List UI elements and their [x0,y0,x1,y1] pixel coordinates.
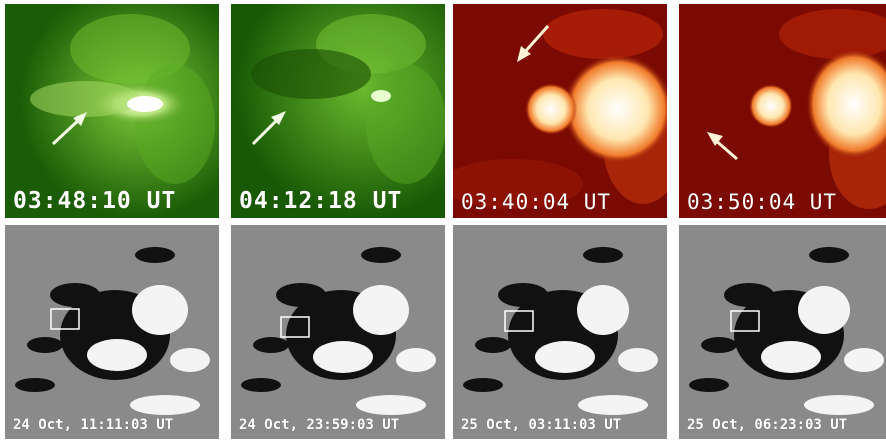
magnetogram-time-label-3: 25 Oct, 03:11:03 UT [461,417,622,433]
euv-time-label-3: 03:40:04 UT [461,190,612,214]
euv-time-label-4: 03:50:04 UT [687,190,838,214]
euv-time-label-2: 04:12:18 UT [239,188,403,214]
magnetogram-time-label-1: 24 Oct, 11:11:03 UT [13,417,174,433]
euv-time-label-1: 03:48:10 UT [13,188,177,214]
euv-panel-2: 04:12:18 UT [231,4,445,218]
magnetogram-image-3 [453,225,667,439]
magnetogram-image-2 [231,225,445,439]
magnetogram-time-label-2: 24 Oct, 23:59:03 UT [239,417,400,433]
euv-image-3 [453,4,667,218]
euv-panel-1: 03:48:10 UT [5,4,219,218]
magnetogram-panel-2: 24 Oct, 23:59:03 UT [231,225,445,439]
magnetogram-image-1 [5,225,219,439]
magnetogram-panel-4: 25 Oct, 06:23:03 UT [679,225,886,439]
euv-image-2 [231,4,445,218]
euv-panel-3: 03:40:04 UT [453,4,667,218]
euv-image-4 [679,4,886,218]
euv-image-1 [5,4,219,218]
magnetogram-panel-1: 24 Oct, 11:11:03 UT [5,225,219,439]
euv-panel-4: 03:50:04 UT [679,4,886,218]
magnetogram-time-label-4: 25 Oct, 06:23:03 UT [687,417,848,433]
magnetogram-image-4 [679,225,886,439]
magnetogram-panel-3: 25 Oct, 03:11:03 UT [453,225,667,439]
